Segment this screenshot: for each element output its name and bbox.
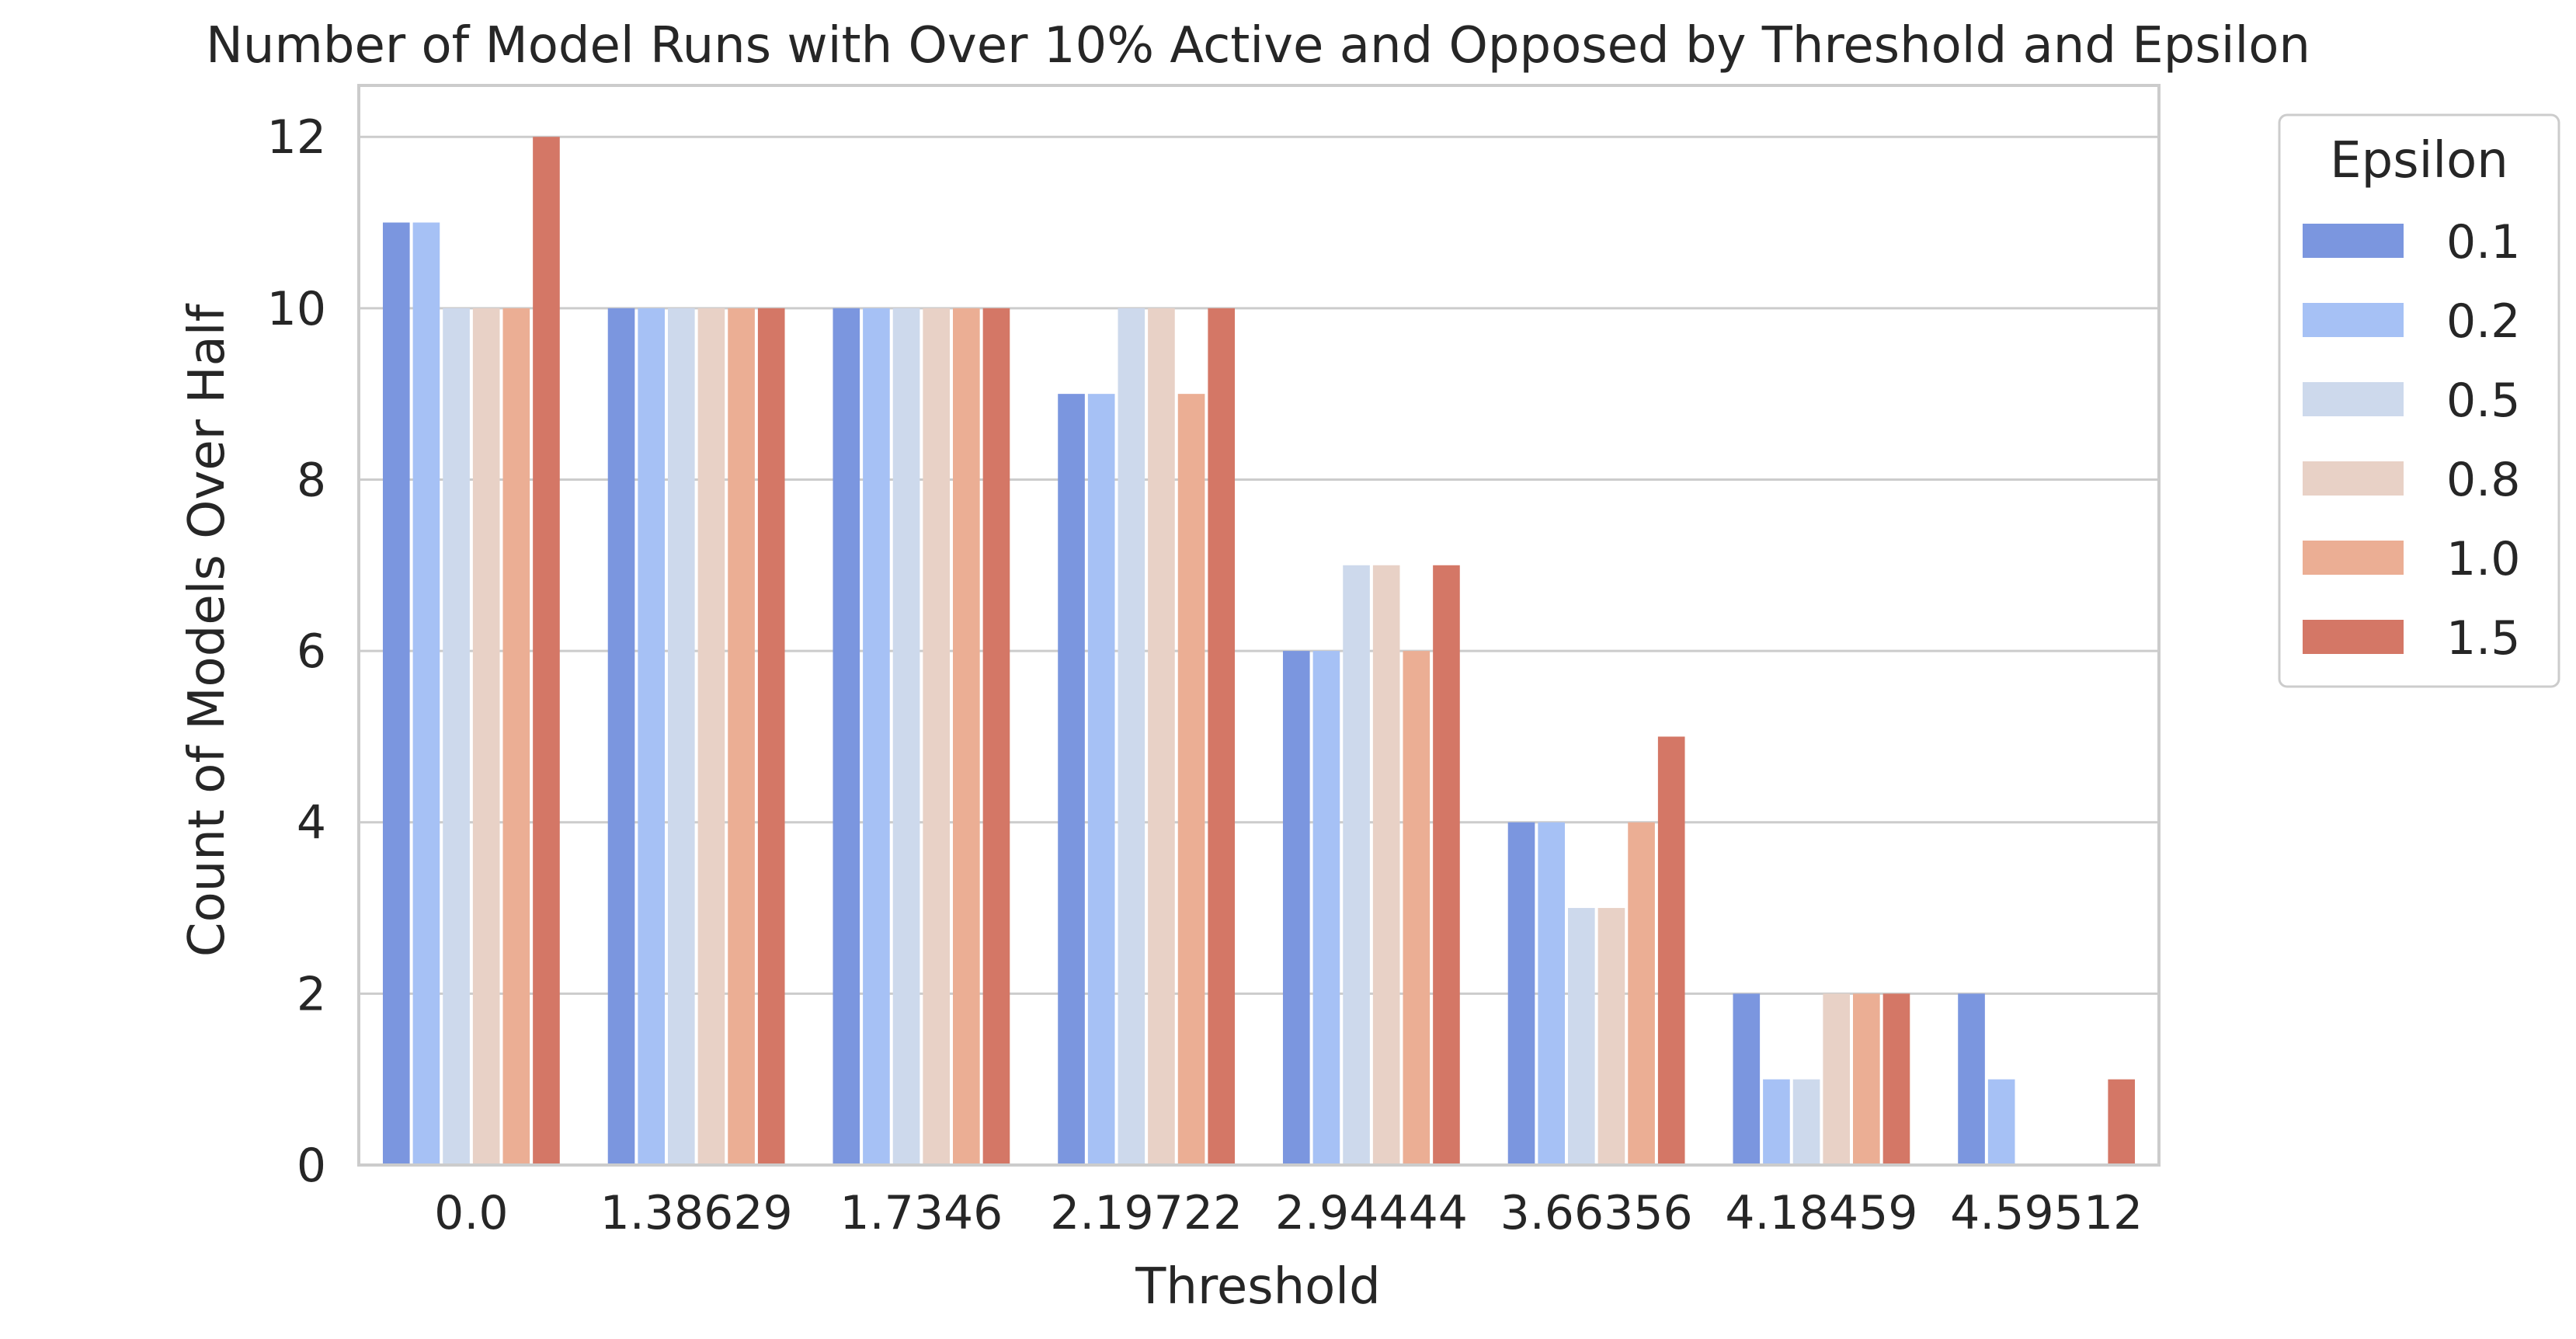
y-axis-label: Count of Models Over Half <box>179 303 236 957</box>
x-tick-label: 1.38629 <box>600 1186 793 1240</box>
legend-items: 0.1 0.2 0.5 0.8 1.0 1.5 <box>2303 215 2520 666</box>
x-tick-label: 2.94444 <box>1275 1186 1468 1240</box>
bar <box>1853 993 1880 1165</box>
y-tick-label: 6 <box>297 624 326 679</box>
bar <box>412 222 440 1165</box>
legend-title: Epsilon <box>2330 132 2508 190</box>
y-tick-label: 12 <box>267 110 326 165</box>
x-tick-label: 4.59512 <box>1950 1186 2143 1240</box>
bar <box>953 308 980 1165</box>
bar <box>1208 308 1236 1165</box>
bar <box>1058 394 1085 1166</box>
bar <box>1538 822 1565 1165</box>
bar <box>1433 565 1460 1165</box>
bar <box>1657 736 1685 1165</box>
bar <box>1118 308 1145 1165</box>
bar <box>757 308 785 1165</box>
bar <box>1282 651 1310 1165</box>
y-ticks: 0 2 4 6 8 10 12 <box>267 110 326 1193</box>
bar <box>863 308 890 1165</box>
bar <box>1733 993 1761 1165</box>
bar <box>1763 1079 1790 1165</box>
y-tick-label: 0 <box>297 1139 326 1193</box>
bar <box>1628 822 1655 1165</box>
plot-frame <box>357 84 2161 1167</box>
x-tick-label: 1.7346 <box>840 1186 1003 1240</box>
legend-label: 1.0 <box>2446 532 2520 586</box>
bar <box>1343 565 1370 1165</box>
bar <box>1403 651 1431 1165</box>
bar <box>1567 908 1595 1165</box>
x-tick-label: 2.19722 <box>1050 1186 1243 1240</box>
legend-label: 0.5 <box>2446 374 2520 428</box>
bar <box>607 308 635 1165</box>
x-ticks: 0.0 1.38629 1.7346 2.19722 2.94444 3.66356 4.1… <box>434 1186 2143 1240</box>
x-tick-label: 0.0 <box>434 1186 508 1240</box>
bar <box>443 308 470 1165</box>
legend-label: 1.5 <box>2446 611 2520 666</box>
bar <box>1507 822 1535 1165</box>
bar <box>697 308 725 1165</box>
legend: Epsilon 0.1 0.2 0.5 0.8 1.0 1.5 <box>2278 113 2560 688</box>
bar <box>533 137 560 1166</box>
bars <box>382 137 2136 1166</box>
bar <box>1958 993 1985 1165</box>
bar <box>1792 1079 1820 1165</box>
bar <box>502 308 530 1165</box>
chart-title: Number of Model Runs with Over 10% Activ… <box>206 17 2310 75</box>
y-tick-label: 10 <box>267 282 326 336</box>
bar <box>2108 1079 2136 1165</box>
y-tick-label: 2 <box>297 967 326 1021</box>
bar <box>1987 1079 2015 1165</box>
legend-swatch <box>2303 382 2404 416</box>
legend-label: 0.8 <box>2446 453 2520 507</box>
bar <box>1372 565 1400 1165</box>
bar <box>667 308 695 1165</box>
bar <box>1087 394 1115 1166</box>
legend-swatch <box>2303 461 2404 496</box>
bar <box>1148 308 1175 1165</box>
y-tick-label: 4 <box>297 796 326 850</box>
bar <box>892 308 920 1165</box>
bar <box>382 222 410 1165</box>
legend-swatch <box>2303 541 2404 575</box>
legend-swatch <box>2303 303 2404 337</box>
bar <box>1177 394 1205 1166</box>
bar <box>728 308 755 1165</box>
bar <box>638 308 665 1165</box>
x-tick-label: 4.18459 <box>1725 1186 1917 1240</box>
bar <box>923 308 951 1165</box>
legend-label: 0.2 <box>2446 294 2520 349</box>
bar <box>982 308 1010 1165</box>
x-axis-label: Threshold <box>1135 1258 1380 1316</box>
bar <box>472 308 500 1165</box>
legend-label: 0.1 <box>2446 215 2520 270</box>
x-tick-label: 3.66356 <box>1500 1186 1693 1240</box>
bar <box>1312 651 1340 1165</box>
bar <box>1882 993 1910 1165</box>
legend-swatch <box>2303 224 2404 258</box>
legend-swatch <box>2303 620 2404 654</box>
bar <box>833 308 860 1165</box>
y-tick-label: 8 <box>297 453 326 507</box>
bar <box>1823 993 1851 1165</box>
bar <box>1597 908 1625 1165</box>
